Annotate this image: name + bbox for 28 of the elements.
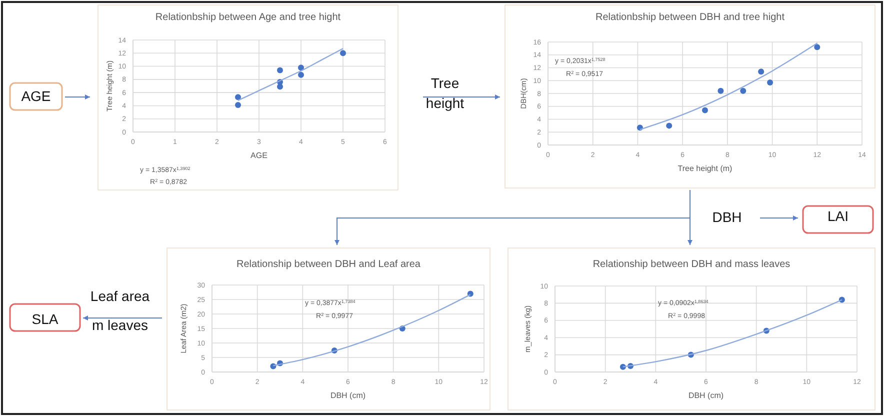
text: DBH	[712, 209, 742, 225]
x-axis-title: Tree height (m)	[678, 164, 733, 173]
point	[235, 102, 241, 108]
point	[666, 122, 672, 129]
x-axis-title: DBH (cm)	[330, 391, 366, 400]
chart-title: Relationbship between DBH and tree hight	[595, 12, 785, 23]
point	[298, 64, 304, 71]
text: m leaves	[92, 317, 148, 333]
point	[740, 88, 746, 94]
point	[758, 68, 764, 75]
point	[235, 94, 241, 100]
text: SLA	[32, 311, 59, 327]
text: Leaf area	[90, 288, 150, 304]
chart-title: Relationship between DBH and Leaf area	[236, 259, 421, 270]
point	[340, 50, 346, 56]
chart-title: Relationship between DBH and mass leaves	[592, 259, 790, 270]
x-axis-title: DBH (cm)	[688, 391, 724, 400]
chart-title: Relationbship between Age and tree hight	[155, 12, 341, 23]
point	[767, 80, 774, 86]
point	[718, 88, 724, 94]
text: Tree height	[426, 75, 464, 111]
point	[277, 67, 283, 74]
point	[298, 72, 304, 78]
point	[814, 44, 820, 50]
text: LAI	[827, 208, 849, 224]
text: AGE	[21, 88, 51, 104]
x-axis-title: AGE	[250, 151, 268, 160]
point	[702, 107, 708, 114]
